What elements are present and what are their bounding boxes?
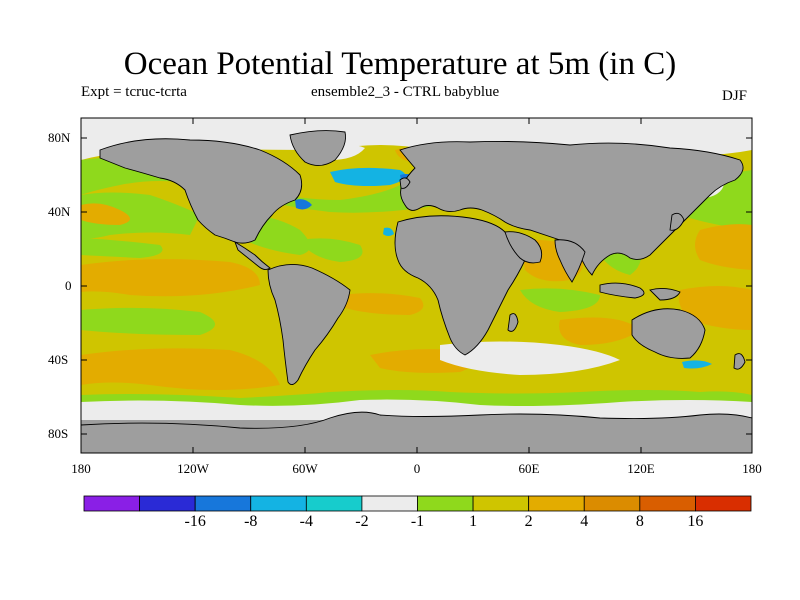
- colorbar-label: 8: [635, 513, 644, 530]
- colorbar-swatch: [528, 495, 585, 512]
- lat-label-80s: 80S: [48, 426, 69, 441]
- new-zealand: [733, 353, 746, 370]
- lat-label-0: 0: [65, 278, 72, 293]
- colorbar-label: -2: [355, 513, 369, 530]
- south-america: [267, 264, 351, 385]
- colorbar-swatch: [305, 495, 363, 512]
- australia: [631, 308, 706, 359]
- new-guinea: [649, 287, 681, 301]
- labrador-sea-blue: [330, 167, 406, 186]
- colorbar-label: -4: [299, 513, 313, 530]
- newfoundland-blue: [295, 199, 312, 210]
- africa: [394, 215, 526, 356]
- pacific-green-strip: [81, 238, 163, 258]
- north-pacific-green-west: [81, 192, 200, 239]
- lat-label-80n: 80N: [48, 130, 71, 145]
- colorbar-swatch: [361, 495, 418, 512]
- british-isles: [399, 177, 411, 189]
- lon-label-60e: 60E: [518, 461, 540, 476]
- eurasia: [399, 140, 744, 276]
- map-title: Ocean Potential Temperature at 5m (in C): [123, 46, 677, 82]
- lon-label-180w: 180: [71, 461, 91, 476]
- colorbar-swatch: [194, 495, 252, 512]
- indian-ocean-orange: [559, 317, 640, 345]
- colorbar-swatch: [695, 495, 752, 512]
- south-indian-white: [440, 341, 620, 375]
- colorbar-label: 2: [524, 513, 533, 530]
- colorbar-label: 4: [580, 513, 589, 530]
- north-pacific-orange-w: [81, 203, 130, 225]
- experiment-label: Expt = tcruc-tcrta: [81, 84, 187, 100]
- central-america: [234, 240, 271, 271]
- japan: [669, 212, 685, 231]
- lon-label-60w: 60W: [292, 461, 318, 476]
- lat-label-40s: 40S: [48, 352, 69, 367]
- madagascar: [507, 313, 519, 332]
- atlantic-cyan-spot: [383, 227, 394, 236]
- colorbar-swatch: [139, 495, 196, 512]
- colorbar-swatch: [583, 495, 641, 512]
- india: [554, 239, 586, 283]
- tasman-cyan: [682, 360, 712, 369]
- greenland: [289, 130, 346, 166]
- lat-ticks: [81, 137, 752, 435]
- antarctica-land: [81, 411, 752, 453]
- tropical-pacific-orange: [81, 259, 260, 297]
- south-atlantic-orange: [340, 293, 424, 315]
- indonesia: [599, 282, 645, 299]
- lon-label-180e: 180: [742, 461, 762, 476]
- lon-ticks: [192, 118, 642, 453]
- arctic-band: [81, 118, 752, 160]
- season-label: DJF: [722, 88, 748, 104]
- colorbar-label: -1: [410, 513, 425, 530]
- colorbar-swatch: [472, 495, 530, 512]
- north-america: [99, 138, 303, 244]
- colorbar-label: 16: [687, 513, 704, 530]
- colorbar-swatch: [83, 495, 140, 512]
- indian-green: [520, 288, 600, 312]
- lat-label-40n: 40N: [48, 204, 71, 219]
- colorbar-swatch: [639, 495, 696, 512]
- lon-label-0: 0: [413, 461, 421, 476]
- colorbar-label: -16: [184, 513, 206, 530]
- arabia: [504, 231, 543, 264]
- land-masses: [81, 130, 752, 453]
- ensemble-label: ensemble2_3 - CTRL babyblue: [311, 84, 500, 100]
- colorbar-label: 1: [469, 513, 478, 530]
- colorbar-swatch: [250, 495, 307, 512]
- colorbar: [83, 495, 752, 512]
- south-pacific-orange: [81, 348, 280, 390]
- lon-label-120e: 120E: [627, 461, 655, 476]
- colorbar-label: -8: [244, 513, 258, 530]
- north-pacific-orange-e: [695, 224, 752, 270]
- lon-label-120w: 120W: [177, 461, 209, 476]
- south-pacific-green: [81, 307, 215, 335]
- colorbar-swatch: [417, 495, 474, 512]
- map-field: [81, 118, 752, 453]
- caribbean-green: [300, 238, 363, 262]
